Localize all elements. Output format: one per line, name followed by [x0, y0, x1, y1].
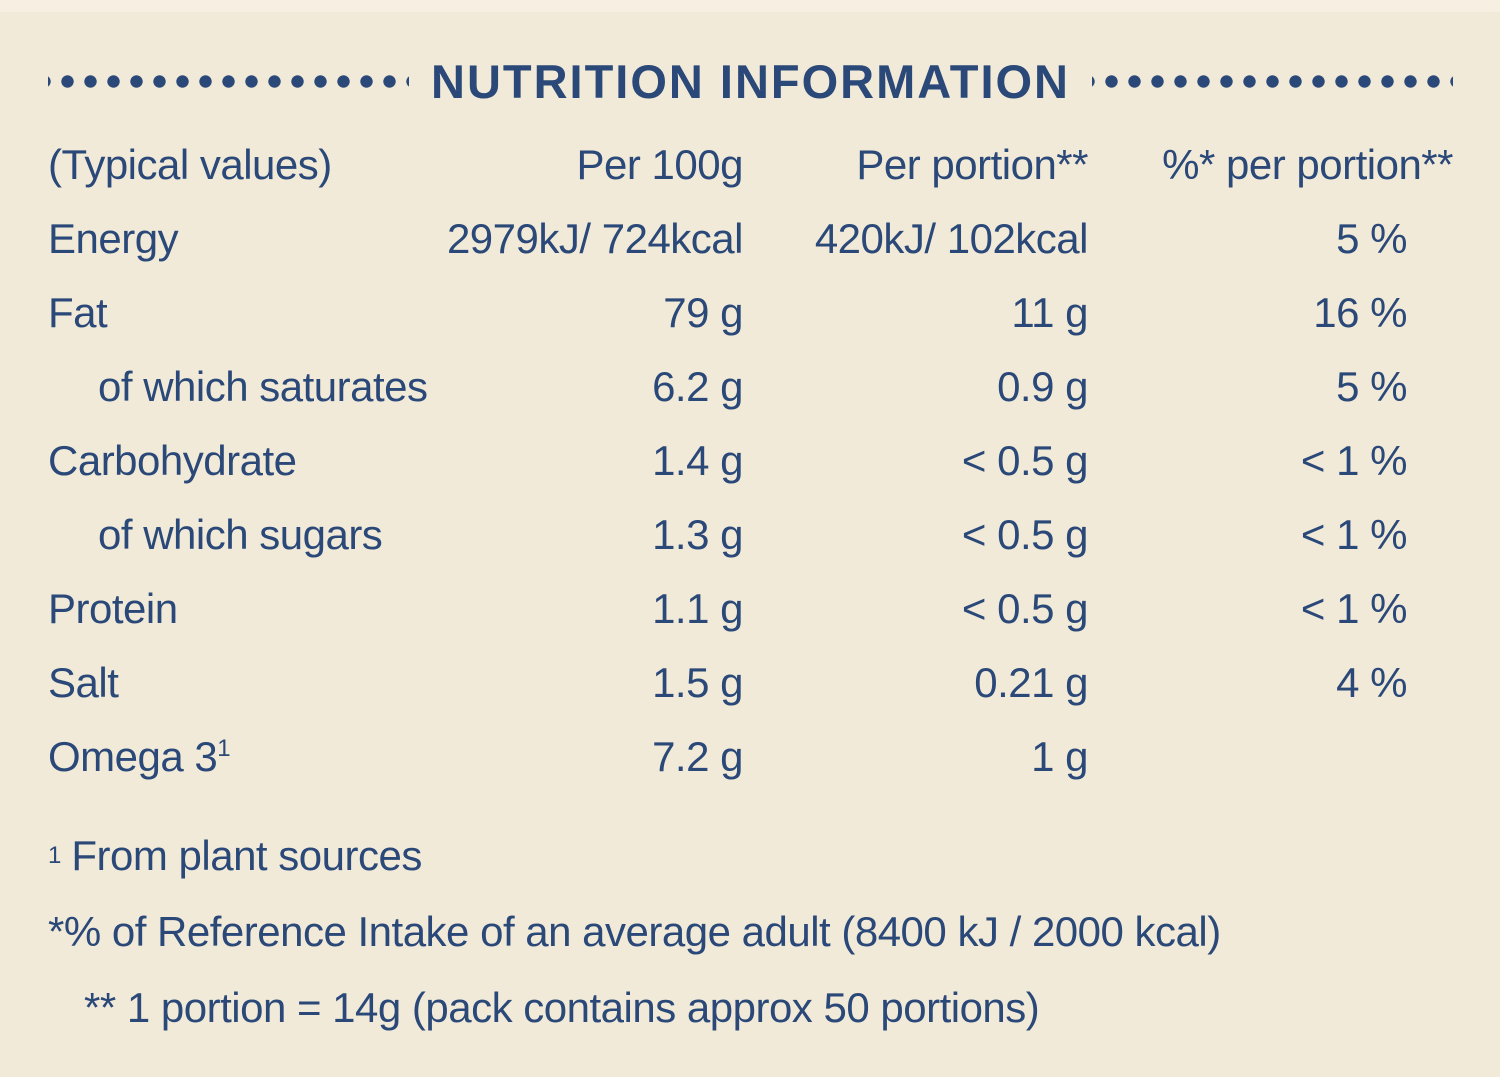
value-percent-per-portion [1088, 720, 1453, 794]
header-per-100g: Per 100g [576, 141, 744, 188]
nutrient-label-text: Omega 3 [48, 733, 218, 780]
header-row: (Typical values) Per 100g Per portion** … [48, 128, 1454, 202]
nutrition-table: (Typical values) Per 100g Per portion** … [48, 128, 1454, 794]
footnote-text: *% of Reference Intake of an average adu… [48, 908, 1221, 955]
value-per-portion: 0.21 g [974, 659, 1088, 706]
value-percent-per-portion: 5 % [1336, 215, 1407, 262]
value-per-portion: < 0.5 g [961, 585, 1089, 632]
nutrient-label-text: Carbohydrate [48, 437, 297, 484]
value-per-100g: 1.5 g [652, 659, 743, 706]
nutrient-label: Carbohydrate [48, 424, 378, 498]
value-percent-per-portion: < 1 % [1300, 585, 1408, 632]
value-percent-per-portion: 4 % [1336, 659, 1407, 706]
title-row: NUTRITION INFORMATION [48, 50, 1454, 112]
table-row-energy: Energy 2979kJ/ 724kcal 420kJ/ 102kcal 5 … [48, 202, 1453, 276]
nutrient-label-sup: 1 [217, 735, 231, 762]
footnote-portion-size: ** 1 portion = 14g (pack contains approx… [48, 970, 1453, 1046]
value-per-portion: 11 g [1011, 289, 1088, 336]
nutrient-label-text: of which sugars [98, 511, 383, 558]
value-per-100g: 79 g [663, 289, 743, 336]
value-per-portion: < 0.5 g [961, 437, 1089, 484]
value-per-portion: < 0.5 g [961, 511, 1089, 558]
footnote-text: ** 1 portion = 14g (pack contains approx… [84, 984, 1040, 1031]
table-row-fat: Fat 79 g 11 g 16 % [48, 276, 1453, 350]
dotted-rule-right [1092, 74, 1454, 88]
nutrient-label-text: of which saturates [98, 363, 428, 410]
nutrient-label: Energy [48, 202, 378, 276]
nutrient-label-text: Protein [48, 585, 178, 632]
footnotes: 1 From plant sources *% of Reference Inta… [48, 818, 1453, 1046]
value-percent-per-portion: < 1 % [1300, 437, 1408, 484]
table-row-carbohydrate: Carbohydrate 1.4 g < 0.5 g < 1 % [48, 424, 1453, 498]
nutrient-label: of which sugars [48, 498, 383, 572]
footnote-reference-intake: *% of Reference Intake of an average adu… [48, 894, 1453, 970]
value-per-portion: 0.9 g [997, 363, 1088, 410]
header-typical-values: (Typical values) [48, 141, 332, 188]
value-percent-per-portion: < 1 % [1300, 511, 1408, 558]
nutrient-label: Omega 31 [48, 720, 378, 794]
value-per-100g: 2979kJ/ 724kcal [446, 215, 744, 262]
value-per-100g: 1.1 g [652, 585, 743, 632]
dotted-rule-left [48, 74, 409, 88]
table-row-saturates: of which saturates 6.2 g 0.9 g 5 % [48, 350, 1453, 424]
value-per-portion: 1 g [1031, 733, 1088, 780]
table-row-sugars: of which sugars 1.3 g < 0.5 g < 1 % [48, 498, 1453, 572]
footnote-sup: 1 [48, 842, 62, 869]
value-percent-per-portion: 5 % [1336, 363, 1407, 410]
nutrient-label-text: Salt [48, 659, 119, 706]
header-per-portion: Per portion** [856, 141, 1088, 188]
nutrient-label-text: Fat [48, 289, 108, 336]
value-per-portion: 420kJ/ 102kcal [814, 215, 1089, 262]
value-per-100g: 1.4 g [652, 437, 743, 484]
value-per-100g: 6.2 g [652, 363, 743, 410]
nutrient-label: Protein [48, 572, 378, 646]
value-per-100g: 1.3 g [652, 511, 743, 558]
value-percent-per-portion: 16 % [1313, 289, 1407, 336]
value-per-100g: 7.2 g [652, 733, 743, 780]
footnote-text: From plant sources [71, 832, 422, 879]
table-row-salt: Salt 1.5 g 0.21 g 4 % [48, 646, 1453, 720]
nutrient-label: Fat [48, 276, 378, 350]
table-row-omega-3: Omega 31 7.2 g 1 g [48, 720, 1453, 794]
nutrient-label: of which saturates [48, 350, 428, 424]
table-row-protein: Protein 1.1 g < 0.5 g < 1 % [48, 572, 1453, 646]
page-title: NUTRITION INFORMATION [431, 54, 1071, 108]
nutrient-label-text: Energy [48, 215, 179, 262]
nutrient-label: Salt [48, 646, 378, 720]
header-percent-per-portion: %* per portion** [1162, 141, 1453, 188]
footnote-plant-sources: 1 From plant sources [48, 818, 1453, 894]
